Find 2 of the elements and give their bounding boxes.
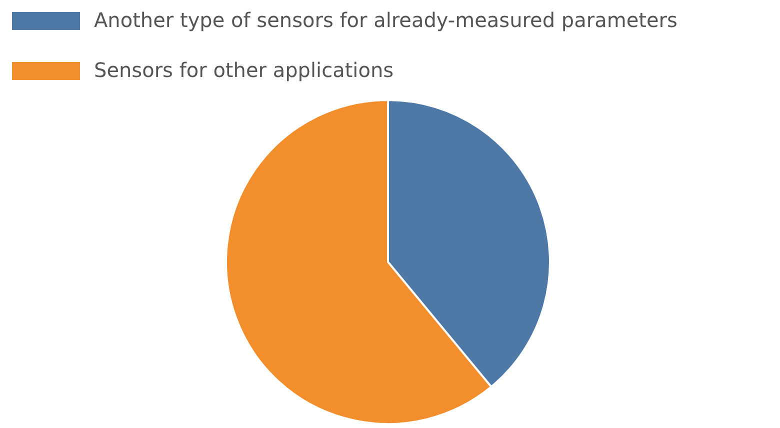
- legend-label: Another type of sensors for already-measured parameters: [94, 8, 678, 32]
- legend-label: Sensors for other applications: [94, 58, 394, 82]
